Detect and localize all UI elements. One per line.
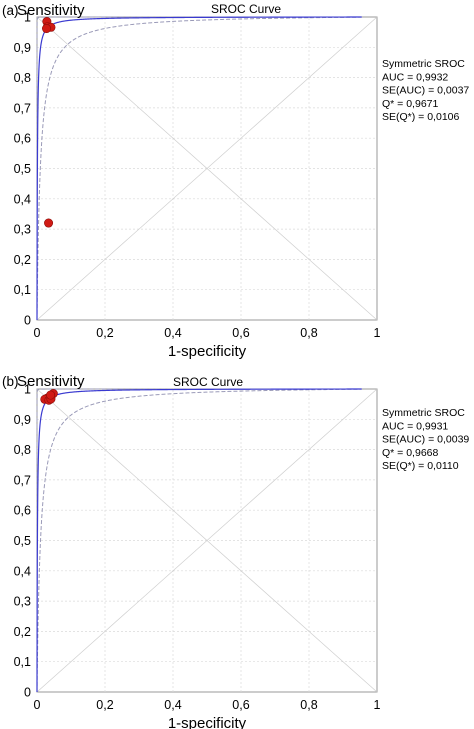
stats-line: Symmetric SROC (382, 407, 465, 419)
study-point (42, 24, 52, 34)
y-axis-label: Sensitivity (17, 2, 85, 19)
y-tick-label: 0,6 (14, 132, 31, 146)
x-tick-label: 0,2 (96, 698, 113, 712)
y-tick-label: 0,3 (14, 595, 31, 609)
stats-line: SE(Q*) = 0,0110 (382, 460, 459, 472)
q-star-diagonal (36, 16, 378, 321)
chart-title: SROC Curve (211, 2, 281, 16)
stats-line: Q* = 0,9671 (382, 98, 438, 110)
study-point (44, 218, 54, 228)
chart-title: SROC Curve (173, 375, 243, 389)
sroc-curve (36, 388, 362, 692)
y-tick-label: 0,4 (14, 192, 31, 206)
y-tick-label: 0,2 (14, 625, 31, 639)
stats-line: Symmetric SROC (382, 58, 465, 70)
y-tick-label: 0 (24, 686, 31, 700)
y-tick-label: 0,2 (14, 253, 31, 267)
stats-line: SE(Q*) = 0,0106 (382, 111, 459, 123)
stats-line: AUC = 0,9931 (382, 420, 448, 432)
x-axis-label: 1-specificity (168, 343, 247, 360)
x-axis-label: 1-specificity (168, 715, 247, 729)
x-tick-label: 0,2 (96, 326, 113, 340)
y-tick-label: 1 (24, 383, 31, 397)
y-tick-label: 0 (24, 314, 31, 328)
y-tick-label: 0,6 (14, 504, 31, 518)
sroc-lower-band (36, 16, 362, 320)
sroc-curve (36, 16, 362, 320)
x-tick-label: 0,8 (300, 698, 317, 712)
x-tick-label: 0,8 (300, 326, 317, 340)
x-tick-label: 0,6 (232, 698, 249, 712)
stats-line: AUC = 0,9932 (382, 71, 448, 83)
y-axis-label: Sensitivity (17, 373, 85, 390)
study-point (46, 390, 56, 400)
y-tick-label: 0,5 (14, 534, 31, 548)
y-tick-label: 0,1 (14, 283, 31, 297)
x-tick-label: 0 (34, 698, 41, 712)
y-tick-label: 0,5 (14, 162, 31, 176)
stats-line: SE(AUC) = 0,0039 (382, 434, 469, 446)
q-star-diagonal (36, 388, 378, 693)
panel-label: (a) (2, 3, 19, 18)
x-tick-label: 0 (34, 326, 41, 340)
stats-line: Q* = 0,9668 (382, 447, 438, 459)
y-tick-label: 0,4 (14, 564, 31, 578)
x-tick-label: 0,6 (232, 326, 249, 340)
y-tick-label: 0,3 (14, 223, 31, 237)
y-tick-label: 0,1 (14, 655, 31, 669)
x-tick-label: 0,4 (164, 698, 181, 712)
x-tick-label: 1 (374, 326, 381, 340)
stats-line: SE(AUC) = 0,0037 (382, 85, 469, 97)
y-tick-label: 0,8 (14, 443, 31, 457)
y-tick-label: 0,8 (14, 71, 31, 85)
y-tick-label: 1 (24, 11, 31, 25)
x-tick-label: 0,4 (164, 326, 181, 340)
sroc-lower-band (36, 388, 362, 692)
y-tick-label: 0,7 (14, 101, 31, 115)
panel-label: (b) (2, 374, 19, 389)
y-tick-label: 0,9 (14, 41, 31, 55)
x-tick-label: 1 (374, 698, 381, 712)
y-tick-label: 0,9 (14, 413, 31, 427)
y-tick-label: 0,7 (14, 473, 31, 487)
